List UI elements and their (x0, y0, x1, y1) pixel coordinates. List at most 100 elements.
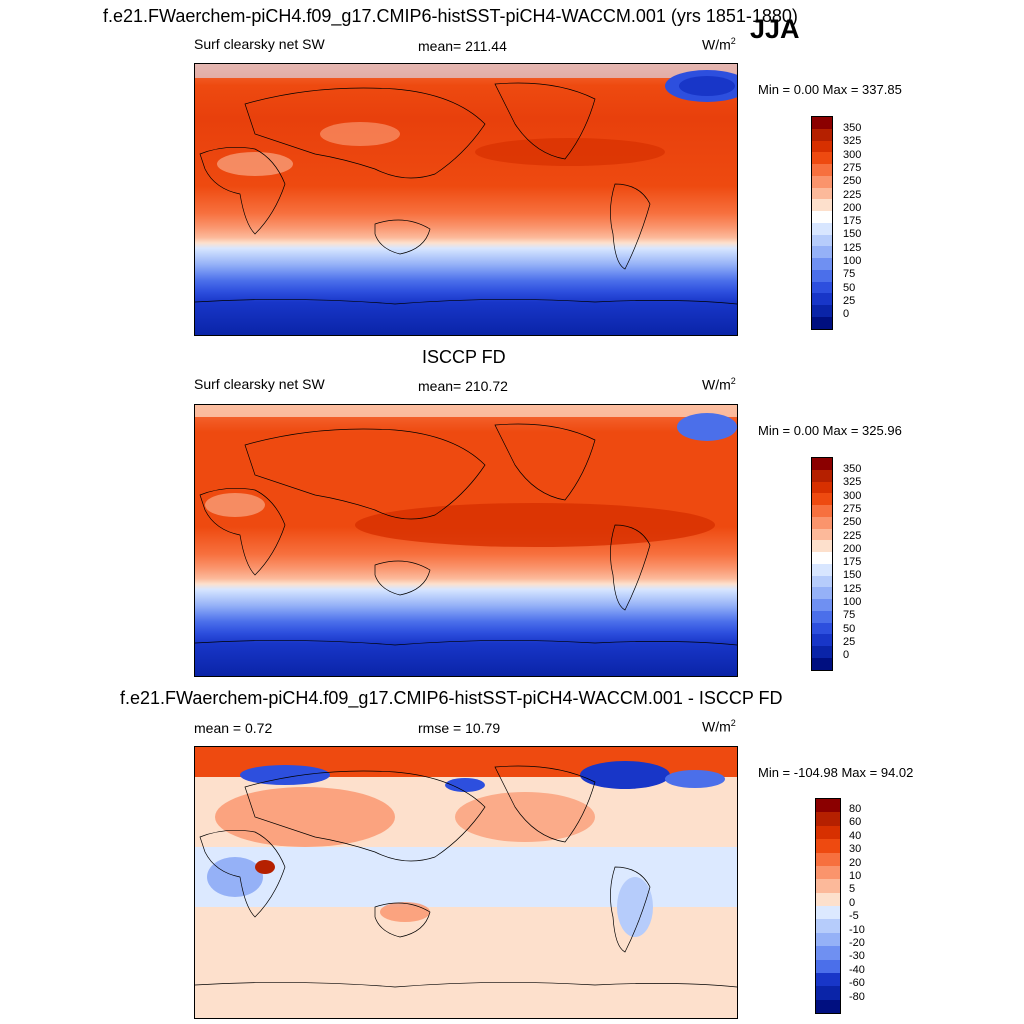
panel2-minmax: Min = 0.00 Max = 325.96 (758, 423, 902, 438)
colorbar-label: 50 (843, 622, 856, 635)
colorbar-label: 325 (843, 476, 862, 489)
panel1-map (194, 63, 738, 336)
colorbar-label: 100 (843, 596, 862, 608)
colorbar-swatch (812, 140, 832, 153)
colorbar-swatch (812, 493, 832, 506)
colorbar-swatch (816, 906, 840, 920)
panel3-minmax: Min = -104.98 Max = 94.02 (758, 765, 914, 780)
colorbar-label: 275 (843, 161, 862, 174)
colorbar-swatch (812, 599, 832, 611)
panel3-colorbar-labels: 80 60 40 30 20 10 5 0 -5 -10 -20 -30 -40 -60 -80 (849, 798, 889, 1012)
colorbar-swatch (812, 540, 832, 553)
colorbar-swatch (816, 892, 840, 906)
colorbar-swatch (812, 575, 832, 588)
colorbar-label: -40 (849, 963, 865, 976)
colorbar-swatch (812, 658, 832, 670)
panel1-mean-label: mean= 211.44 (418, 38, 507, 54)
panel3-heading: f.e21.FWaerchem-piCH4.f09_g17.CMIP6-hist… (120, 688, 783, 708)
colorbar-swatch (816, 932, 840, 947)
colorbar-label: 60 (849, 816, 862, 829)
colorbar-label: 5 (849, 883, 856, 896)
colorbar-swatch (812, 199, 832, 212)
colorbar-swatch (812, 246, 832, 259)
colorbar-label: 350 (843, 122, 862, 134)
colorbar-swatch (812, 622, 832, 635)
colorbar-swatch (812, 634, 832, 647)
colorbar-swatch (816, 972, 840, 987)
colorbar-swatch (812, 505, 832, 517)
colorbar-swatch (812, 152, 832, 165)
colorbar-swatch (812, 516, 832, 529)
colorbar-label: 40 (849, 829, 862, 842)
colorbar-label: 0 (843, 308, 850, 321)
panel3-mean-label: mean = 0.72 (194, 720, 273, 736)
colorbar-swatch (812, 610, 832, 623)
colorbar-label: 350 (843, 463, 862, 475)
colorbar-label: -80 (849, 990, 865, 1003)
colorbar-label: 200 (843, 542, 862, 555)
colorbar-swatch (812, 234, 832, 247)
colorbar-label: 10 (849, 870, 862, 882)
colorbar-label: -20 (849, 937, 865, 949)
colorbar-label: 50 (843, 281, 856, 294)
colorbar-swatch (816, 839, 840, 853)
colorbar-label: 20 (849, 856, 862, 869)
colorbar-swatch (812, 175, 832, 188)
colorbar-label: 75 (843, 268, 856, 281)
colorbar-swatch (812, 469, 832, 482)
colorbar-label: -60 (849, 977, 865, 990)
colorbar-swatch (816, 986, 840, 1000)
colorbar-label: 30 (849, 843, 862, 856)
panel2-units-label: W/m2 (702, 376, 736, 393)
colorbar-swatch (816, 812, 840, 826)
colorbar-label: 25 (843, 294, 856, 307)
panel3-map (194, 746, 738, 1019)
panel1-units-label: W/m2 (702, 36, 736, 53)
colorbar-label: -30 (849, 950, 865, 963)
colorbar-swatch (816, 879, 840, 893)
colorbar-swatch (812, 293, 832, 306)
panel1-colorbar-labels: 350 325 300 275 250 225 200 175 150 125 100 75 50 25 0 (843, 116, 883, 328)
panel3-colorbar (815, 798, 841, 1014)
colorbar-label: 75 (843, 609, 856, 622)
colorbar-label: 300 (843, 148, 862, 161)
panel2-mean-label: mean= 210.72 (418, 378, 508, 394)
colorbar-label: -5 (849, 910, 859, 923)
panel2-variable-label: Surf clearsky net SW (194, 376, 325, 392)
colorbar-swatch (812, 269, 832, 282)
colorbar-label: 150 (843, 228, 862, 241)
colorbar-swatch (816, 919, 840, 933)
colorbar-swatch (816, 959, 840, 973)
colorbar-swatch (816, 946, 840, 960)
panel2-heading: ISCCP FD (422, 347, 506, 367)
colorbar-label: 175 (843, 556, 862, 569)
colorbar-swatch (812, 587, 832, 600)
colorbar-swatch (812, 164, 832, 176)
colorbar-label: 100 (843, 255, 862, 267)
colorbar-swatch (812, 211, 832, 223)
season-label: JJA (750, 14, 800, 44)
panel3-units-label: W/m2 (702, 718, 736, 735)
panel2-colorbar-labels: 350 325 300 275 250 225 200 175 150 125 100 75 50 25 0 (843, 457, 883, 669)
colorbar-swatch (812, 458, 832, 470)
colorbar-label: 225 (843, 529, 862, 542)
colorbar-swatch (812, 258, 832, 270)
colorbar-label: 150 (843, 569, 862, 582)
panel1-variable-label: Surf clearsky net SW (194, 36, 325, 52)
colorbar-swatch (812, 563, 832, 576)
colorbar-swatch (812, 481, 832, 494)
panel1-colorbar (811, 116, 833, 330)
panel3-rmse-label: rmse = 10.79 (418, 720, 501, 736)
colorbar-label: -10 (849, 923, 865, 936)
colorbar-swatch (812, 646, 832, 659)
colorbar-swatch (816, 865, 840, 880)
colorbar-swatch (816, 799, 840, 813)
colorbar-label: 275 (843, 502, 862, 515)
colorbar-swatch (816, 852, 840, 866)
colorbar-swatch (812, 305, 832, 318)
colorbar-swatch (812, 552, 832, 564)
colorbar-label: 225 (843, 188, 862, 201)
panel2-colorbar (811, 457, 833, 671)
colorbar-swatch (812, 317, 832, 329)
colorbar-label: 80 (849, 803, 862, 815)
